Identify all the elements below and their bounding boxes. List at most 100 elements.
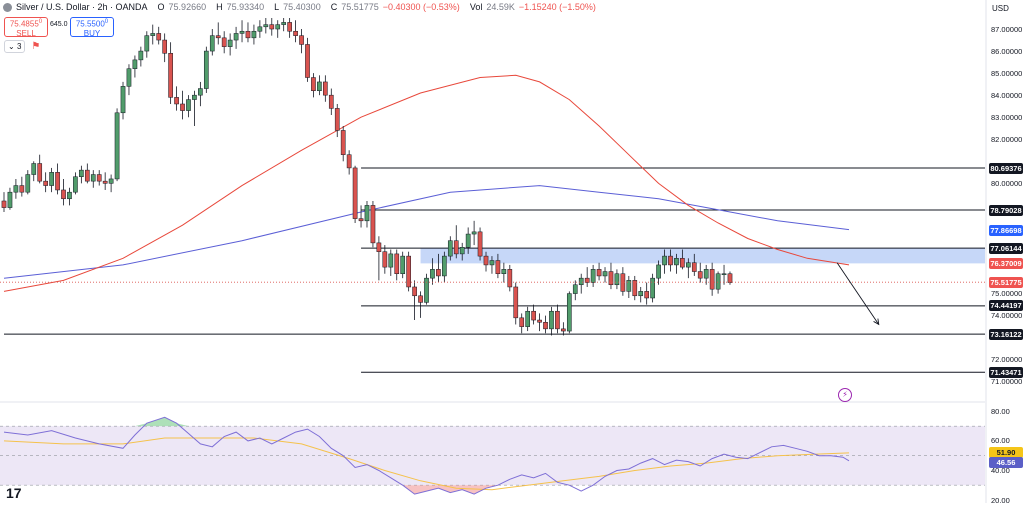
symbol-title[interactable]: Silver / U.S. Dollar · 2h · OANDA [16, 2, 148, 12]
candle-body [114, 112, 120, 180]
candle-body [192, 94, 197, 100]
ohlc-close-value: 75.51775 [341, 2, 379, 12]
price-tag: 80.69376 [989, 162, 1023, 174]
lightning-icon[interactable]: ⚡ [838, 388, 852, 402]
currency-label[interactable]: USD [992, 4, 1009, 13]
candle-body [566, 293, 572, 332]
buy-button[interactable]: 75.55000 BUY [70, 17, 114, 38]
rsi-oversold-fill [390, 485, 498, 495]
candle-body [471, 231, 477, 235]
volume-change: −1.15240 (−1.50%) [518, 2, 596, 12]
price-tick-label: 74.00000 [991, 311, 1023, 321]
candle-body [531, 310, 536, 321]
candle-body [215, 35, 221, 39]
candle-body [323, 81, 328, 96]
rsi-line [3, 416, 850, 495]
candle-body [1, 200, 7, 208]
candle-body [691, 262, 697, 272]
candle-body [626, 280, 632, 292]
rsi-band-layer [0, 425, 985, 486]
projection-arrow [836, 262, 880, 326]
candle-body [221, 37, 227, 47]
price-tick-label: 82.00000 [991, 134, 1023, 144]
spread-value: 645.0 [50, 21, 68, 28]
candle-body [79, 169, 84, 177]
price-tag: 75.51775 [989, 276, 1023, 288]
candle-body [257, 26, 263, 32]
candle-body [424, 277, 429, 303]
price-tag: 74.44197 [989, 300, 1023, 312]
candle-body [590, 269, 596, 283]
arrow-shaft [836, 262, 880, 325]
candle-body [132, 59, 138, 69]
candle-body [442, 255, 447, 277]
candle-body [269, 24, 275, 30]
buy-label: BUY [83, 28, 101, 38]
tradingview-logo: 17 [6, 485, 22, 501]
rsi-tick-label: 60.00 [991, 436, 1010, 446]
candle-body [305, 44, 310, 78]
candle-body [150, 33, 156, 36]
price-tick-label: 87.00000 [991, 24, 1023, 34]
candle-body [203, 50, 209, 89]
price-tick-label: 80.00000 [991, 178, 1023, 188]
candle-body [501, 269, 507, 274]
candle-body [352, 167, 358, 219]
chart-header: Silver / U.S. Dollar · 2h · OANDA O 75.92… [0, 0, 985, 14]
price-tick-label: 86.00000 [991, 46, 1023, 56]
candle-body [328, 94, 334, 109]
candle-body [465, 233, 471, 248]
candle-body [662, 255, 667, 266]
candle-body [376, 242, 382, 252]
candle-body [358, 218, 364, 222]
candle-body [614, 273, 620, 286]
rsi-ma-line [3, 437, 850, 491]
candle-body [287, 22, 292, 32]
indicators-toggle[interactable]: ⌄ 3 [4, 40, 26, 53]
volume-label: Vol [469, 2, 483, 12]
ohlc-change: −0.40300 (−0.53%) [382, 2, 460, 12]
chevron-down-icon: ⌄ [8, 42, 15, 51]
candle-body [49, 172, 54, 186]
rsi-ma-tag: 51.90 [989, 446, 1023, 458]
candle-body [174, 97, 179, 105]
candle-body [19, 185, 25, 193]
buy-price: 75.55000 [75, 19, 109, 29]
price-tick-label: 84.00000 [991, 90, 1023, 100]
candle-body [382, 251, 388, 268]
price-tick-label: 72.00000 [991, 355, 1023, 365]
candle-body [674, 258, 679, 266]
rsi-overbought-fill [134, 417, 189, 427]
sell-label: SELL [16, 28, 36, 38]
arrow-head [873, 318, 880, 326]
sell-button[interactable]: 75.48550 SELL [4, 17, 48, 38]
candle-body [680, 258, 685, 268]
candle-body [138, 50, 144, 61]
candle-body [400, 255, 406, 274]
candle-body [73, 176, 78, 193]
candle-body [608, 271, 614, 286]
rsi-lines [3, 416, 850, 495]
candle-body [61, 189, 66, 200]
candle-body [13, 185, 19, 193]
price-tick-label: 75.00000 [991, 289, 1023, 299]
candle-body [596, 269, 602, 277]
candle-body [602, 271, 608, 277]
candle-body [644, 291, 650, 299]
candle-body [447, 240, 453, 257]
candle-body [180, 103, 185, 111]
ohlc-high-value: 75.93340 [226, 2, 265, 12]
candle-body [334, 108, 340, 131]
resistance-zone [420, 248, 985, 264]
candle-body [37, 163, 43, 182]
candle-body [263, 24, 269, 28]
candle-body [537, 319, 542, 323]
ema-lines [3, 74, 850, 292]
flag-icon[interactable]: ⚑ [31, 41, 41, 52]
candle-body [525, 310, 530, 327]
candle-body [43, 180, 48, 186]
candle-body [281, 22, 287, 25]
candle-body [543, 321, 548, 330]
ohlc-low-value: 75.40300 [283, 2, 321, 12]
